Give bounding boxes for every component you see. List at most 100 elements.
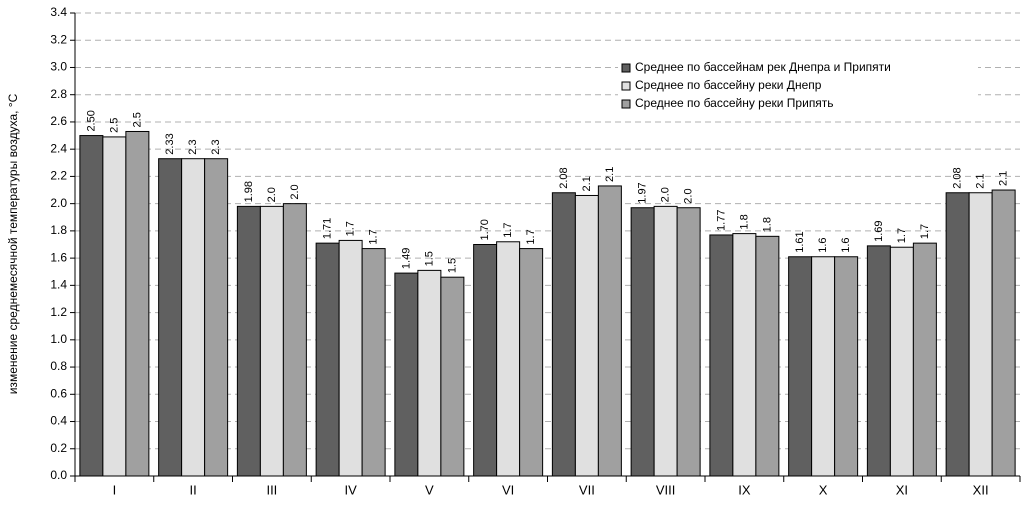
value-label: 1.5 (446, 258, 458, 273)
bar (417, 269, 442, 477)
bar (866, 245, 891, 477)
bar (338, 239, 363, 477)
bar (788, 256, 813, 477)
bar (496, 241, 521, 477)
value-label: 2.33 (164, 133, 176, 154)
value-label: 1.7 (368, 229, 380, 244)
value-label: 1.7 (919, 224, 931, 239)
value-label: 1.61 (794, 231, 806, 252)
value-label: 1.77 (715, 210, 727, 231)
legend-label: Среднее по бассейну реки Припять (635, 96, 834, 110)
value-label: 2.0 (660, 187, 672, 202)
bar (912, 242, 937, 477)
y-tick-label: 2.6 (50, 114, 67, 128)
value-label: 1.49 (400, 248, 412, 269)
value-label: 2.3 (187, 139, 199, 154)
y-tick-label: 2.0 (50, 196, 67, 210)
bar (79, 135, 104, 477)
y-tick-label: 3.4 (50, 5, 67, 19)
y-tick-label: 0.0 (50, 468, 67, 482)
value-label: 2.0 (266, 187, 278, 202)
value-label: 1.6 (817, 237, 829, 252)
value-label: 1.7 (345, 221, 357, 236)
y-tick-label: 0.8 (50, 359, 67, 373)
value-label: 1.71 (322, 218, 334, 239)
bar (236, 205, 261, 477)
bar (361, 248, 386, 477)
value-label: 2.1 (604, 167, 616, 182)
legend-swatch (621, 99, 631, 109)
value-label: 1.70 (479, 219, 491, 240)
legend-swatch (621, 63, 631, 73)
bar (181, 158, 206, 477)
y-tick-label: 0.4 (50, 414, 67, 428)
x-tick-label: XII (973, 482, 989, 497)
legend-swatch (621, 81, 631, 91)
value-label: 2.0 (289, 184, 301, 199)
bar (709, 234, 734, 477)
x-tick-label: I (113, 482, 117, 497)
legend-label: Среднее по бассейнам рек Днепра и Припят… (635, 60, 891, 74)
value-label: 1.6 (840, 237, 852, 252)
bar (945, 192, 970, 477)
value-label: 2.50 (85, 110, 97, 131)
y-tick-label: 1.8 (50, 223, 67, 237)
bar (394, 272, 419, 477)
bar (315, 242, 340, 477)
value-label: 1.69 (873, 220, 885, 241)
x-tick-label: V (425, 482, 434, 497)
value-label: 1.98 (243, 181, 255, 202)
x-tick-label: III (266, 482, 277, 497)
value-label: 2.08 (558, 167, 570, 188)
bar (440, 276, 465, 477)
value-label: 1.7 (525, 229, 537, 244)
bar (519, 248, 544, 477)
y-axis-label: изменение среднемесячной температуры воз… (6, 93, 20, 394)
bar (653, 205, 678, 477)
bar (755, 235, 780, 477)
y-tick-label: 1.4 (50, 278, 67, 292)
bar (597, 185, 622, 477)
value-label: 1.8 (761, 217, 773, 232)
legend-label: Среднее по бассейну реки Днепр (635, 78, 822, 92)
value-label: 2.1 (581, 176, 593, 191)
bar (889, 246, 914, 477)
y-tick-label: 1.0 (50, 332, 67, 346)
bar (158, 158, 183, 477)
x-tick-label: XI (896, 482, 908, 497)
y-tick-label: 0.2 (50, 441, 67, 455)
bar (834, 256, 859, 477)
legend: Среднее по бассейнам рек Днепра и Припят… (618, 58, 978, 116)
x-tick-label: VI (502, 482, 514, 497)
bar (282, 203, 307, 477)
x-tick-label: X (819, 482, 828, 497)
bar (630, 207, 655, 477)
bar (473, 244, 498, 477)
y-tick-label: 1.2 (50, 305, 67, 319)
y-tick-label: 2.2 (50, 169, 67, 183)
value-label: 2.3 (210, 139, 222, 154)
value-label: 2.1 (998, 171, 1010, 186)
y-tick-label: 2.8 (50, 87, 67, 101)
x-tick-label: IV (344, 482, 357, 497)
value-label: 1.5 (423, 251, 435, 266)
value-label: 1.7 (896, 228, 908, 243)
legend-box (618, 58, 978, 116)
bar (676, 207, 701, 477)
value-label: 2.08 (952, 167, 964, 188)
value-label: 2.5 (108, 118, 120, 133)
bar (811, 256, 836, 477)
value-label: 2.1 (975, 173, 987, 188)
bar (991, 189, 1016, 477)
bar (551, 192, 576, 477)
y-tick-label: 0.6 (50, 386, 67, 400)
x-tick-label: II (190, 482, 197, 497)
y-tick-label: 3.0 (50, 60, 67, 74)
x-tick-label: VIII (656, 482, 676, 497)
value-label: 1.7 (502, 222, 514, 237)
bar (125, 130, 150, 477)
bar (732, 233, 757, 477)
x-tick-label: VII (579, 482, 595, 497)
bar (102, 136, 127, 477)
